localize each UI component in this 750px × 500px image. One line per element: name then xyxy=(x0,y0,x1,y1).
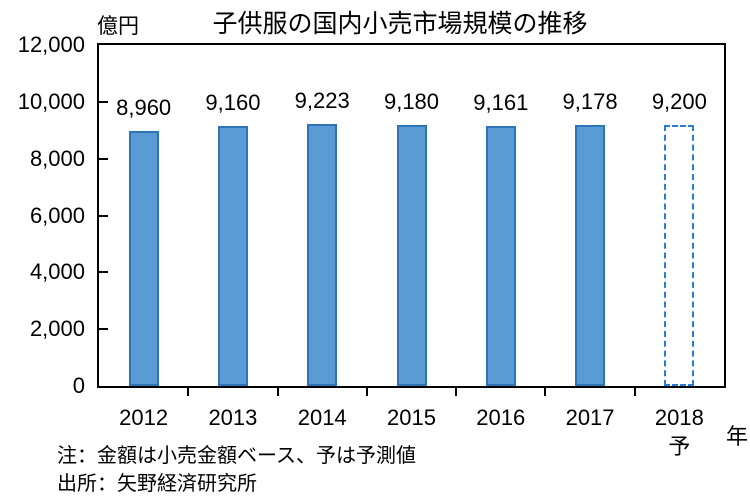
x-axis-category-label: 2016 xyxy=(476,405,526,430)
x-axis-tick-mark xyxy=(365,388,368,396)
y-axis-tick-label: 12,000 xyxy=(17,32,85,57)
chart-source: 出所：矢野経済研究所 xyxy=(57,473,257,495)
bar xyxy=(217,125,248,386)
y-axis-tick-label: 2,000 xyxy=(29,316,85,342)
x-axis-tick-mark xyxy=(276,388,279,396)
y-axis-tick-mark xyxy=(99,328,108,331)
bar xyxy=(396,125,427,386)
x-axis-unit-label: 年 xyxy=(726,424,749,449)
chart-title: 子供服の国内小売市場規模の推移 xyxy=(212,10,588,38)
x-axis-category-label: 2013 xyxy=(208,405,258,430)
bar xyxy=(485,125,516,386)
y-axis-tick-label: 6,000 xyxy=(29,202,85,228)
y-axis-tick-mark xyxy=(99,271,108,274)
x-axis-category-label: 2018 予 xyxy=(654,405,704,459)
x-axis-category-label: 2014 xyxy=(297,405,347,430)
x-axis-category-label: 2012 xyxy=(119,405,169,430)
bar xyxy=(307,123,338,386)
x-axis-tick-mark xyxy=(455,388,458,396)
plot-area: 8,960 9,160 9,223 9,180 9,161 9,178 9,200 xyxy=(97,43,726,388)
bar-value-label: 9,160 xyxy=(205,89,261,115)
bar-value-label: 9,180 xyxy=(383,89,440,115)
y-axis-tick-label: 4,000 xyxy=(29,259,85,285)
y-axis-tick-label: 8,000 xyxy=(29,145,85,171)
bar-value-label: 9,200 xyxy=(651,88,707,114)
x-axis-tick-mark xyxy=(633,388,636,396)
y-axis-tick-mark xyxy=(99,214,108,217)
y-axis-tick-mark xyxy=(99,157,108,160)
y-axis-tick-label: 0 xyxy=(72,373,85,398)
y-axis-tick-mark xyxy=(99,100,108,103)
x-axis-category-label: 2015 xyxy=(387,405,436,430)
bar xyxy=(128,131,159,386)
bar-forecast xyxy=(664,124,695,386)
bar-value-label: 8,960 xyxy=(116,95,172,121)
chart-note: 注：金額は小売金額ベース、予は予測値 xyxy=(57,445,416,467)
bar-value-label: 9,161 xyxy=(473,89,529,115)
x-axis-tick-mark xyxy=(544,388,547,396)
y-axis-tick-label: 10,000 xyxy=(17,88,85,114)
bar-value-label: 9,178 xyxy=(562,89,618,115)
y-axis-unit-label: 億円 xyxy=(97,15,139,38)
x-axis-tick-mark xyxy=(187,388,190,396)
bar-value-label: 9,223 xyxy=(294,87,350,113)
x-axis-category-label: 2017 xyxy=(565,405,615,430)
bar xyxy=(575,125,606,386)
